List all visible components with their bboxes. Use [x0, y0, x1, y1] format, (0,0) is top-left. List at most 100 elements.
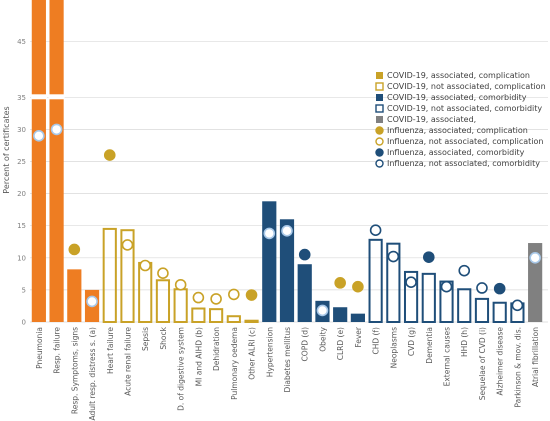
category-label: Resp. Symptoms, signs [70, 327, 79, 414]
x-axis: Pneumonia Resp. failure Resp. Symptoms, si… [35, 326, 540, 420]
legend-label: Influenza, associated, comorbidity [387, 148, 525, 157]
influenza-marker [192, 291, 205, 304]
influenza-marker [352, 280, 364, 293]
bar [368, 238, 383, 324]
bar [31, 0, 46, 322]
category-label: CHD (f) [372, 327, 381, 355]
legend-swatch-square [375, 82, 384, 91]
legend-swatch-circle [375, 126, 384, 135]
bar [102, 227, 117, 323]
y-tick-label: 30 [17, 126, 26, 134]
legend-label: Influenza, associated, complication [387, 126, 528, 135]
y-tick-label: 0 [22, 319, 26, 327]
legend-label: COVID-19, associated, complication [387, 71, 530, 80]
category-label: MI and AIHD (b) [194, 327, 203, 386]
category-label: Alzheimer disease [496, 327, 505, 396]
influenza-marker [228, 288, 240, 301]
y-axis: 0510152025303545556575 [17, 38, 26, 327]
influenza-marker [369, 224, 382, 236]
bar [403, 270, 419, 324]
legend-label: Influenza, not associated, complication [387, 137, 543, 146]
bar [457, 288, 472, 323]
category-label: Neoplasms [389, 327, 398, 368]
bar [244, 319, 259, 324]
legend-swatch-circle [375, 137, 384, 146]
category-label: Dementia [425, 327, 434, 364]
category-label: Acute renal failure [123, 327, 132, 396]
influenza-marker [68, 243, 81, 256]
y-tick-label: 15 [17, 222, 26, 230]
bar [173, 288, 188, 323]
y-tick-label: 45 [17, 38, 26, 46]
influenza-marker [121, 239, 134, 251]
influenza-marker [529, 251, 541, 264]
category-label: External causes [443, 327, 452, 386]
bar [262, 201, 277, 322]
category-label: Sequelae of CVD (i) [478, 327, 487, 400]
bar [528, 243, 543, 322]
y-tick-label: 20 [17, 190, 26, 198]
bar [49, 0, 64, 323]
legend-swatch-square [376, 94, 383, 101]
bar [492, 301, 507, 323]
legend-label: COVID-19, associated, comorbidity [387, 93, 527, 102]
legend-label: COVID-19, associated, [387, 115, 476, 124]
influenza-marker [458, 264, 471, 277]
category-label: Adult resp. distress s. (a) [88, 327, 97, 421]
influenza-marker [157, 267, 169, 280]
axis-break-band [48, 94, 65, 100]
legend-swatch-square [376, 116, 383, 123]
influenza-marker [263, 227, 276, 240]
bar [155, 279, 171, 323]
category-label: Fever [354, 326, 363, 348]
influenza-marker [316, 304, 329, 317]
legend-swatch-square [375, 104, 384, 113]
influenza-marker [387, 250, 400, 263]
bar [474, 297, 490, 323]
influenza-marker [103, 149, 116, 161]
y-tick-label: 35 [17, 94, 26, 102]
category-label: CLRD (e) [336, 327, 345, 360]
influenza-marker [281, 225, 293, 237]
bar [421, 272, 436, 324]
category-label: Pulmonary oedema [230, 327, 239, 400]
category-label: Pneumonia [35, 327, 44, 369]
bar [67, 269, 82, 322]
bar [209, 308, 224, 324]
y-tick-label: 5 [22, 286, 26, 294]
category-label: Heart failure [106, 327, 115, 374]
category-label: Dehidration [212, 327, 221, 371]
bar [297, 264, 312, 322]
legend: COVID-19, associated, complication COVID-… [375, 71, 546, 168]
influenza-marker [476, 282, 488, 294]
bar [279, 219, 295, 322]
category-label: Other ALRI (c) [248, 327, 257, 380]
influenza-marker [440, 280, 453, 293]
legend-swatch-square [376, 72, 383, 79]
influenza-marker [210, 293, 222, 305]
influenza-marker [405, 276, 417, 288]
bar [386, 242, 401, 323]
category-label: Resp. failure [53, 327, 62, 374]
legend-label: Influenza, not associated, comorbidity [387, 159, 540, 168]
category-label: Obeity [318, 326, 327, 351]
influenza-marker [298, 248, 311, 261]
category-label: CVD (g) [407, 327, 416, 356]
influenza-marker [139, 259, 152, 272]
axis-break-band [30, 94, 47, 100]
legend-label: COVID-19, not associated, comorbidity [387, 104, 542, 113]
influenza-marker [511, 299, 524, 312]
influenza-marker [50, 123, 63, 136]
bar [350, 313, 365, 322]
bar [120, 229, 135, 323]
legend-swatch-circle [375, 148, 384, 157]
bar [333, 307, 348, 322]
influenza-marker [334, 277, 346, 289]
markers-layer [33, 123, 541, 317]
influenza-marker [86, 295, 98, 308]
influenza-marker [174, 278, 187, 291]
category-label: D. of digestive system [177, 327, 186, 411]
category-label: Atrial fibrillation [531, 327, 540, 387]
category-label: HHD (h) [460, 327, 469, 357]
